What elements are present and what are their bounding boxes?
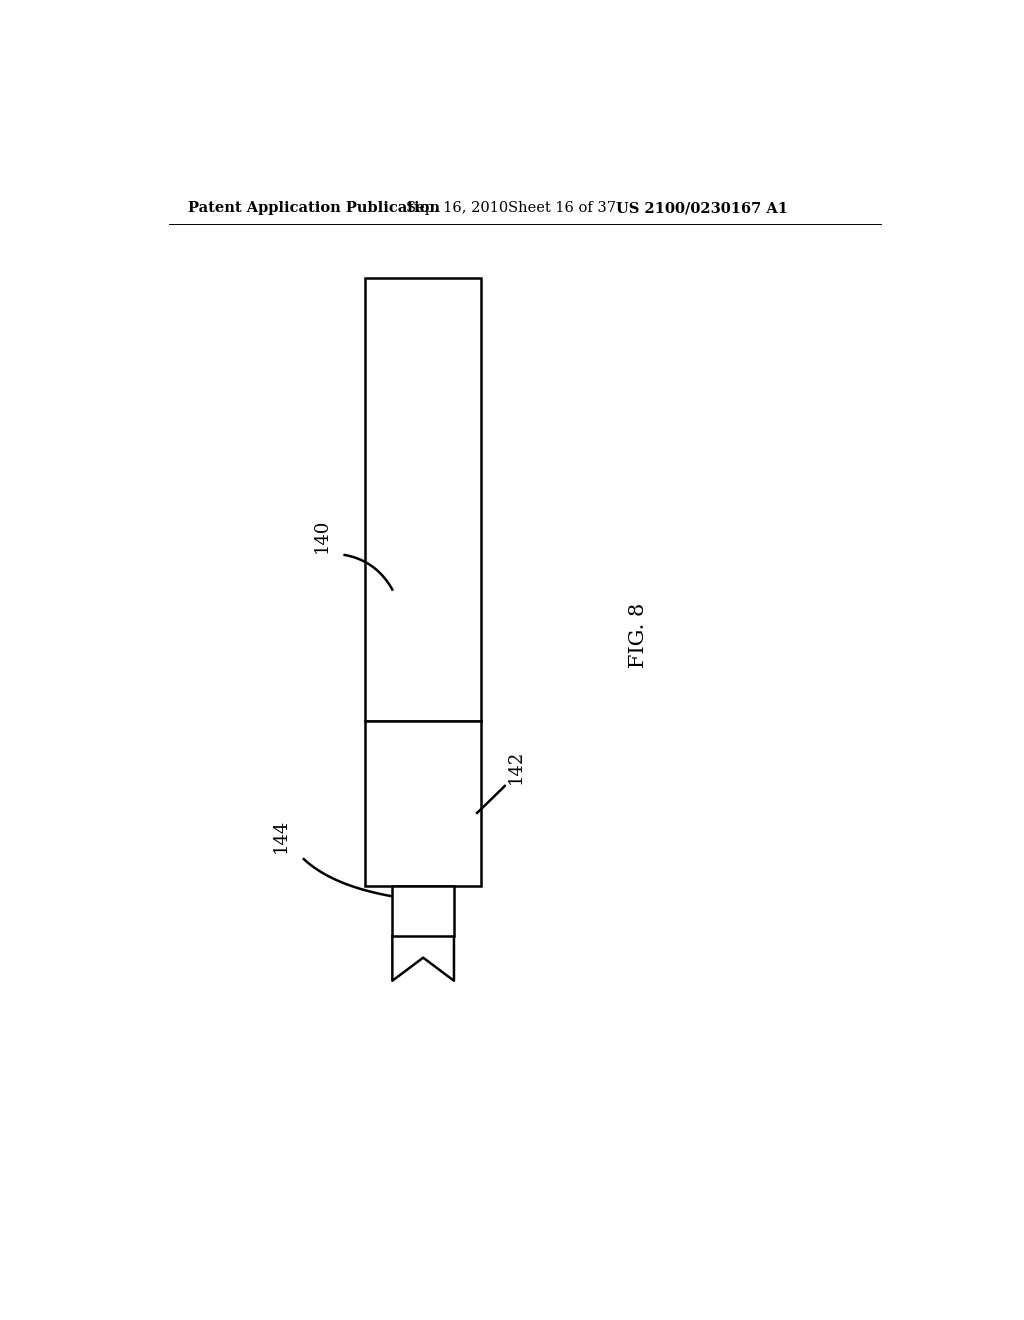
Text: US 2100/0230167 A1: US 2100/0230167 A1 <box>615 202 787 215</box>
Bar <box>392 886 454 936</box>
Bar <box>366 277 481 721</box>
Text: Patent Application Publication: Patent Application Publication <box>188 202 440 215</box>
Text: Sep. 16, 2010: Sep. 16, 2010 <box>407 202 509 215</box>
Text: 144: 144 <box>271 818 290 853</box>
Text: 142: 142 <box>507 750 524 784</box>
Text: 140: 140 <box>312 519 331 553</box>
Text: Sheet 16 of 37: Sheet 16 of 37 <box>508 202 615 215</box>
Bar <box>366 721 481 886</box>
Text: FIG. 8: FIG. 8 <box>630 603 648 668</box>
